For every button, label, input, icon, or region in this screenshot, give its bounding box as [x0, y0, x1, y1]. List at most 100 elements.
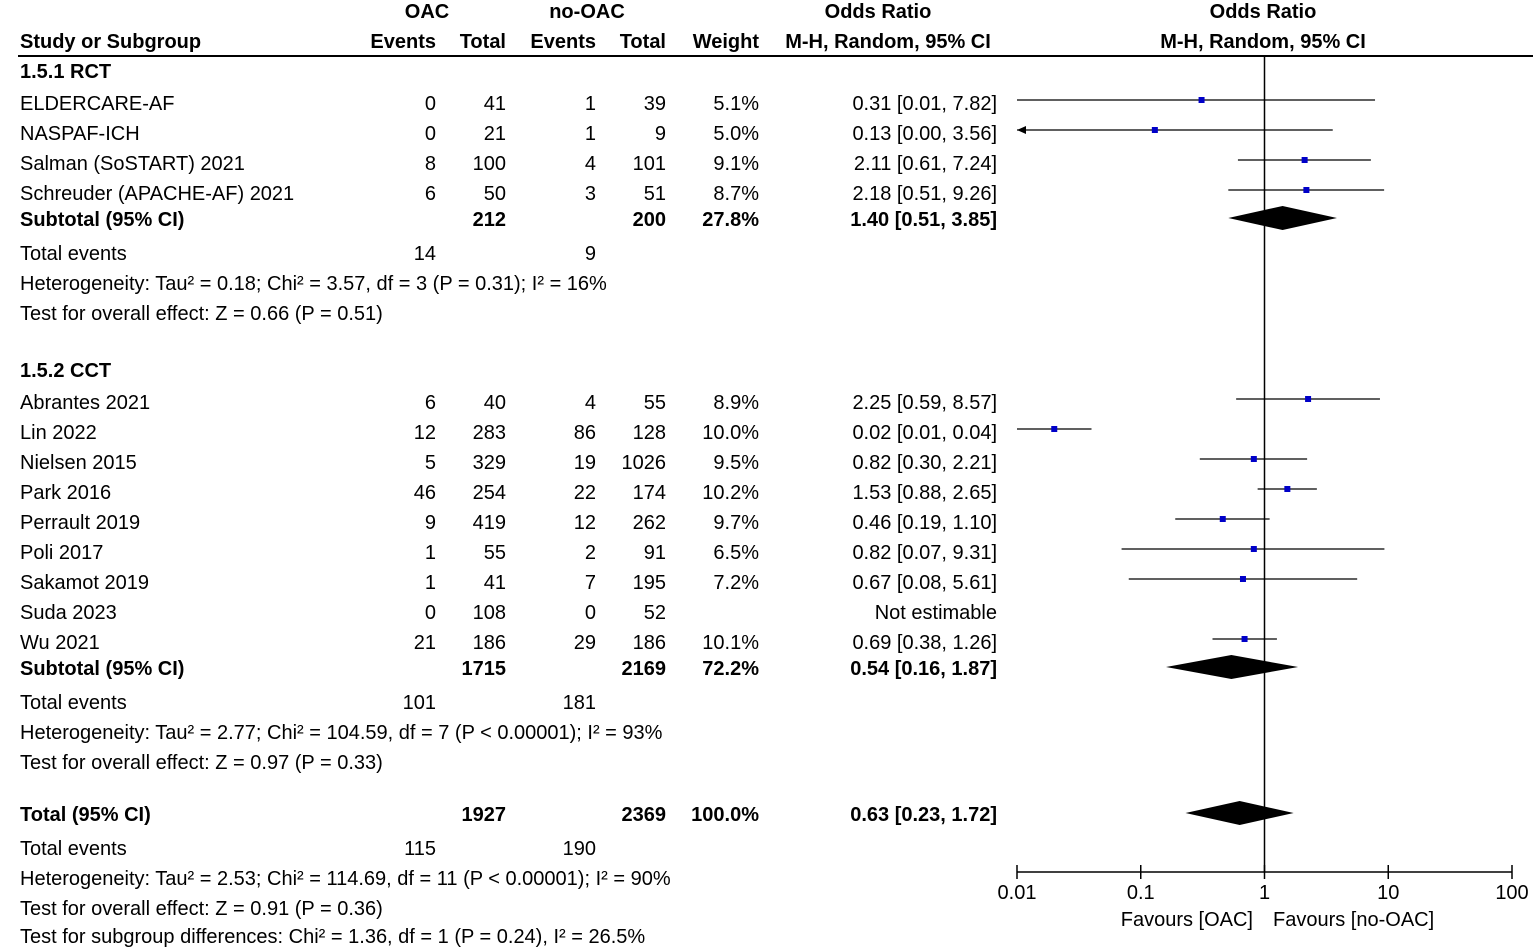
nooac-total-cell: 262	[632, 512, 666, 534]
nooac-events-cell: 1	[584, 123, 596, 145]
subgroup-title: 1.5.1 RCT	[20, 61, 112, 83]
nooac-events-cell: 22	[573, 482, 596, 504]
point-estimate-Lin 2022	[1051, 426, 1058, 432]
header-oac-total: Total	[459, 31, 506, 53]
weight-cell: 10.1%	[702, 632, 759, 654]
weight-cell: 8.9%	[713, 392, 759, 414]
nooac-total-cell: 52	[643, 602, 666, 624]
oac-total-cell: 41	[483, 93, 506, 115]
study-name: Nielsen 2015	[20, 452, 137, 474]
total-label: Total (95% CI)	[20, 804, 151, 826]
subtotal-weight: 72.2%	[702, 658, 759, 680]
x-axis-tick-label: 10	[1377, 882, 1400, 904]
total-events-oac: 115	[404, 838, 436, 860]
header-or-group: Odds Ratio	[824, 1, 932, 23]
nooac-events-cell: 2	[584, 542, 596, 564]
nooac-total-cell: 39	[643, 93, 666, 115]
overall-effect-text: Test for overall effect: Z = 0.66 (P = 0…	[20, 303, 383, 325]
oac-total-cell: 50	[483, 183, 506, 205]
total-heterogeneity-text: Heterogeneity: Tau² = 2.53; Chi² = 114.6…	[20, 868, 671, 890]
header-nooac-events: Events	[530, 31, 596, 53]
header-study: Study or Subgroup	[20, 31, 202, 53]
nooac-events-cell: 0	[584, 602, 596, 624]
nooac-events-cell: 86	[573, 422, 596, 444]
total-events-nooac: 181	[562, 692, 596, 714]
nooac-events-cell: 4	[584, 392, 596, 414]
header-oac-events: Events	[370, 31, 436, 53]
x-axis-tick-label: 0.01	[997, 882, 1037, 904]
oac-total-cell: 186	[472, 632, 506, 654]
header-plot-method: M-H, Random, 95% CI	[1160, 31, 1366, 53]
total-events-label: Total events	[20, 838, 127, 860]
total-nooac-total: 2369	[621, 804, 667, 826]
or-ci-cell: 0.02 [0.01, 0.04]	[852, 422, 997, 444]
total-events-nooac: 190	[562, 838, 596, 860]
weight-cell: 9.5%	[713, 452, 759, 474]
header-or-method: M-H, Random, 95% CI	[785, 31, 991, 53]
weight-cell: 10.0%	[702, 422, 759, 444]
x-axis-tick-label: 0.1	[1126, 882, 1155, 904]
total-events-oac: 14	[413, 243, 436, 265]
oac-events-cell: 9	[424, 512, 436, 534]
weight-cell: 8.7%	[713, 183, 759, 205]
nooac-events-cell: 1	[584, 93, 596, 115]
oac-events-cell: 21	[413, 632, 436, 654]
total-weight: 100.0%	[691, 804, 759, 826]
or-ci-cell: 2.11 [0.61, 7.24]	[853, 153, 997, 175]
oac-events-cell: 8	[424, 153, 436, 175]
weight-cell: 10.2%	[702, 482, 759, 504]
oac-total-cell: 329	[472, 452, 506, 474]
favours-right-label: Favours [no-OAC]	[1273, 909, 1435, 931]
weight-cell: 5.1%	[713, 93, 759, 115]
total-or-ci: 0.63 [0.23, 1.72]	[850, 804, 997, 826]
or-ci-cell: 0.69 [0.38, 1.26]	[852, 632, 997, 654]
oac-events-cell: 1	[424, 572, 436, 594]
or-ci-cell: 0.82 [0.30, 2.21]	[852, 452, 997, 474]
total-events-label: Total events	[20, 692, 127, 714]
nooac-events-cell: 3	[584, 183, 596, 205]
x-axis-tick-label: 100	[1495, 882, 1529, 904]
oac-total-cell: 100	[472, 153, 506, 175]
nooac-total-cell: 174	[632, 482, 666, 504]
oac-events-cell: 6	[424, 392, 436, 414]
or-ci-cell: Not estimable	[874, 602, 997, 624]
nooac-total-cell: 101	[632, 153, 666, 175]
subtotal-diamond	[1228, 206, 1337, 230]
nooac-total-cell: 186	[632, 632, 666, 654]
study-name: Suda 2023	[20, 602, 117, 624]
subtotal-or-ci: 0.54 [0.16, 1.87]	[850, 658, 997, 680]
nooac-events-cell: 4	[584, 153, 596, 175]
point-estimate-Sakamot 2019	[1239, 576, 1246, 582]
point-estimate-Schreuder (APACHE-AF) 2021	[1303, 187, 1310, 193]
study-name: Lin 2022	[20, 422, 97, 444]
study-name: ELDERCARE-AF	[20, 93, 175, 115]
point-estimate-Salman (SoSTART) 2021	[1301, 157, 1308, 163]
subgroup-title: 1.5.2 CCT	[20, 360, 112, 382]
subtotal-label: Subtotal (95% CI)	[20, 209, 185, 231]
or-ci-cell: 0.31 [0.01, 7.82]	[852, 93, 997, 115]
heterogeneity-text: Heterogeneity: Tau² = 2.77; Chi² = 104.5…	[20, 722, 663, 744]
header-nooac-group: no-OAC	[549, 1, 625, 23]
study-name: Poli 2017	[20, 542, 104, 564]
nooac-events-cell: 12	[573, 512, 596, 534]
subtotal-diamond	[1166, 655, 1299, 679]
or-ci-cell: 0.67 [0.08, 5.61]	[852, 572, 997, 594]
weight-cell: 9.1%	[713, 153, 759, 175]
oac-events-cell: 12	[413, 422, 436, 444]
point-estimate-Perrault 2019	[1219, 516, 1226, 522]
total-events-nooac: 9	[584, 243, 596, 265]
oac-events-cell: 0	[424, 602, 436, 624]
subtotal-nooac-total: 2169	[621, 658, 667, 680]
x-axis-tick-label: 1	[1258, 882, 1271, 904]
total-overall-effect-text: Test for overall effect: Z = 0.91 (P = 0…	[20, 898, 383, 920]
favours-left-label: Favours [OAC]	[1120, 909, 1253, 931]
total-events-oac: 101	[402, 692, 436, 714]
study-name: NASPAF-ICH	[20, 123, 140, 145]
subtotal-weight: 27.8%	[702, 209, 759, 231]
nooac-total-cell: 195	[632, 572, 666, 594]
weight-cell: 7.2%	[713, 572, 759, 594]
study-name: Sakamot 2019	[20, 572, 149, 594]
or-ci-cell: 1.53 [0.88, 2.65]	[852, 482, 997, 504]
